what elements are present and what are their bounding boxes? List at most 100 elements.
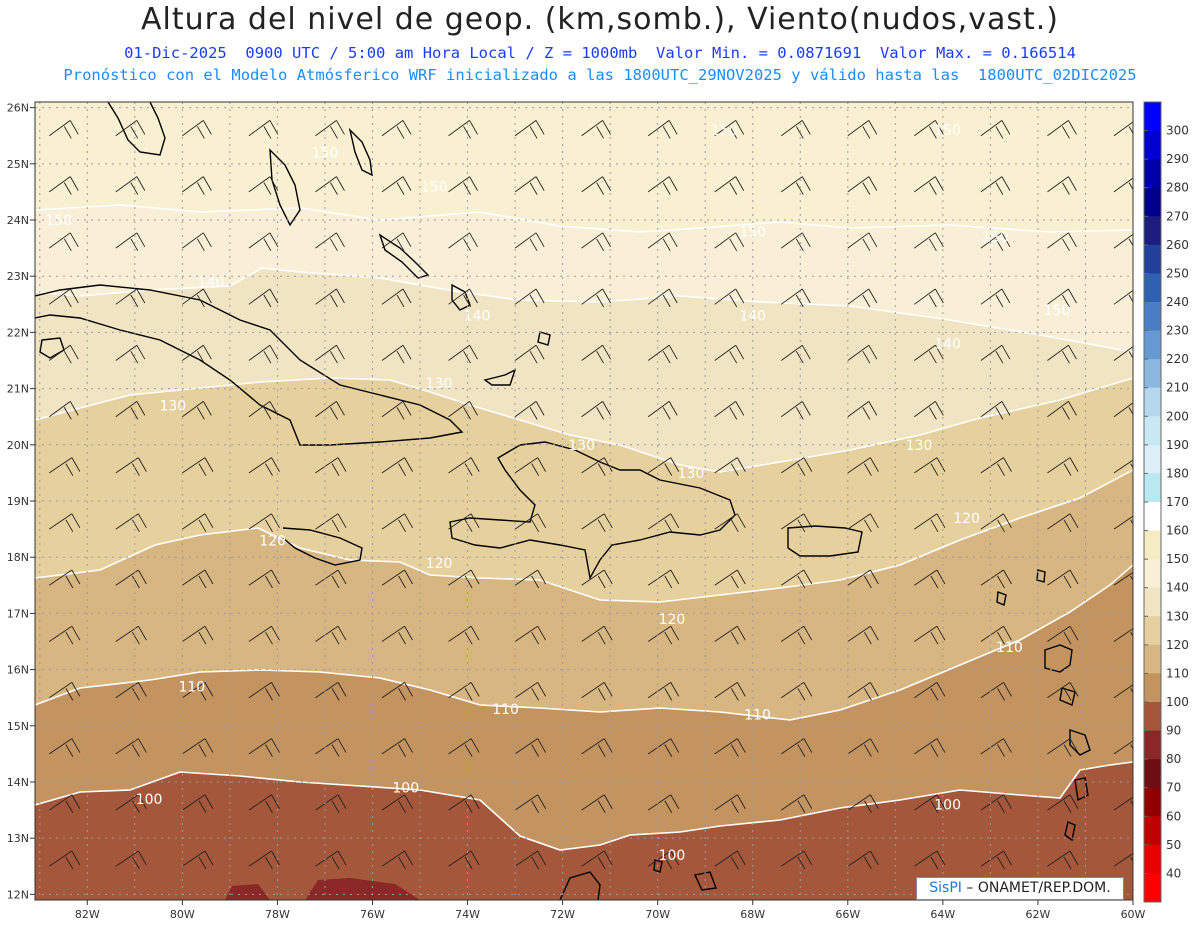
wind-barb (714, 344, 745, 364)
wind-barb (647, 176, 678, 195)
wind-barb (647, 344, 678, 364)
colorbar-swatch (1144, 359, 1161, 389)
wind-barb (448, 176, 478, 195)
wind-barb (914, 457, 946, 476)
colorbar-swatch (1144, 616, 1161, 646)
wind-barb (48, 401, 79, 420)
colorbar-label: 300 (1166, 124, 1189, 138)
contour-label: 130 (426, 376, 453, 392)
wind-barb (980, 738, 1012, 757)
wind-barb (514, 569, 547, 589)
wind-barb (1047, 682, 1079, 701)
contour-label: 130 (568, 438, 595, 454)
wind-barb (381, 850, 413, 870)
wind-barb (49, 794, 81, 814)
graticule (35, 102, 1133, 900)
wind-barb (115, 794, 147, 814)
wind-barb (714, 401, 745, 420)
lon-label: 62W (1025, 908, 1050, 921)
lon-label: 66W (835, 908, 860, 921)
wind-barb (847, 569, 879, 589)
coastlines (35, 102, 1091, 900)
wind-barb (49, 625, 81, 645)
wind-barb (914, 401, 944, 420)
wind-barb (248, 176, 279, 195)
wind-barb (714, 232, 745, 252)
wind-barb (714, 682, 746, 701)
wind-barb (714, 513, 746, 533)
wind-barb (315, 682, 347, 701)
wind-barb (182, 850, 214, 870)
wind-barb (647, 794, 680, 814)
wind-barb (581, 176, 612, 195)
colorbar-swatch (1144, 816, 1161, 846)
wind-barb (1047, 288, 1077, 308)
wind-barb (115, 232, 146, 252)
wind-barb (980, 625, 1012, 645)
colorbar-swatch (1144, 187, 1161, 217)
lat-label: 21N (7, 383, 29, 396)
wind-barb (448, 850, 480, 870)
lon-label: 80W (170, 908, 195, 921)
wind-barb (115, 401, 146, 420)
colorbar-swatch (1144, 473, 1161, 503)
wind-barb (980, 457, 1012, 476)
colorbar-label: 40 (1166, 866, 1181, 880)
wind-barb (514, 682, 547, 701)
wind-barb (182, 569, 214, 589)
wind-barb (914, 513, 946, 533)
model-info-subtitle: Pronóstico con el Modelo Atmósferico WRF… (63, 66, 1137, 84)
wind-barb (115, 120, 146, 139)
colorbar-label: 130 (1166, 609, 1189, 623)
wind-barb (115, 850, 147, 870)
colorbar-label: 280 (1166, 181, 1189, 195)
lon-label: 64W (930, 908, 955, 921)
colorbar-label: 140 (1166, 581, 1189, 595)
wind-barb (514, 625, 547, 645)
colorbar-label: 80 (1166, 752, 1181, 766)
lat-label: 22N (7, 326, 29, 339)
wind-barb (781, 850, 813, 870)
wind-barb (1047, 176, 1077, 195)
colorbar-label: 120 (1166, 638, 1189, 652)
wind-barb (581, 120, 612, 139)
wind-barb (115, 176, 146, 195)
wind-barb (914, 850, 946, 870)
wind-barb (647, 288, 678, 308)
colorbar-label: 60 (1166, 809, 1181, 823)
wind-barb (781, 738, 813, 757)
wind-barb (847, 850, 879, 870)
wind-barb (381, 794, 413, 814)
colorbar-swatch (1144, 244, 1161, 274)
forecast-time-subtitle: 01-Dic-2025 0900 UTC / 5:00 am Hora Loca… (124, 44, 1076, 62)
wind-barb (448, 288, 478, 308)
colorbar-swatch (1144, 644, 1161, 674)
wind-barb (780, 344, 811, 364)
lon-label: 60W (1121, 908, 1146, 921)
wind-barb (115, 738, 147, 757)
colorbar-label: 160 (1166, 524, 1189, 538)
colorbar-swatch (1144, 444, 1161, 474)
wind-barb (714, 625, 746, 645)
colorbar-swatch (1144, 216, 1161, 246)
lon-label: 78W (265, 908, 290, 921)
wind-barb (315, 120, 345, 139)
wind-barb (1047, 569, 1079, 589)
colorbar-swatch (1144, 502, 1161, 532)
wind-barb (1047, 738, 1079, 757)
contour-label: 150 (982, 230, 1009, 246)
wind-barb (581, 288, 612, 308)
wind-barb (315, 738, 347, 757)
wind-barb (581, 850, 613, 870)
wind-barb (1047, 457, 1079, 476)
wind-barb (1047, 401, 1077, 420)
lat-label: 19N (7, 495, 29, 508)
wind-barb (381, 344, 412, 364)
colorbar-swatch (1144, 273, 1161, 303)
lat-label: 26N (7, 102, 29, 115)
wind-barb (381, 176, 412, 195)
wind-barb (381, 513, 413, 533)
wind-barb (647, 850, 680, 870)
wind-barb (182, 457, 214, 476)
wind-barb (381, 232, 412, 252)
